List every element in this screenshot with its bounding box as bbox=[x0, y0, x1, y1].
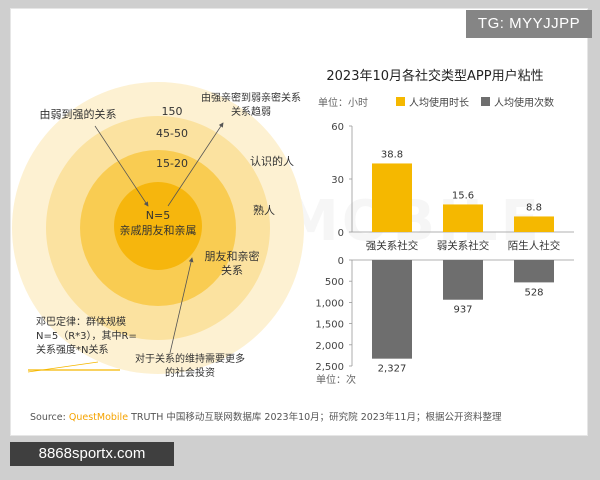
bottom-tick-label: 1,500 bbox=[315, 320, 344, 331]
duration-bar bbox=[514, 216, 554, 232]
duration-value-label: 38.8 bbox=[381, 149, 403, 160]
legend-label-duration: 人均使用时长 bbox=[409, 96, 469, 109]
duration-bar bbox=[443, 204, 483, 232]
legend-swatch-frequency bbox=[481, 97, 490, 106]
bottom-tick-label: 2,500 bbox=[315, 362, 344, 373]
arrow-dunbar bbox=[27, 361, 99, 373]
tg-watermark: TG: MYYJJPP bbox=[466, 10, 592, 38]
category-labels: 强关系社交 弱关系社交 陌生人社交 bbox=[366, 239, 561, 252]
chart-title: 2023年10月各社交类型APP用户粘性 bbox=[326, 68, 543, 84]
top-tick-label: 0 bbox=[338, 228, 344, 239]
bottom-tick-label: 2,000 bbox=[315, 341, 344, 352]
bottom-tick-label: 1,000 bbox=[315, 298, 344, 309]
frequency-value-label: 528 bbox=[524, 287, 543, 298]
duration-bar bbox=[372, 163, 412, 232]
source-rest: TRUTH 中国移动互联网数据库 2023年10月；研究院 2023年11月；根… bbox=[128, 411, 502, 423]
dunbar-law-3: 关系强度*N关系 bbox=[36, 343, 108, 356]
investment-label-2: 的社会投资 bbox=[165, 366, 215, 379]
strong-to-weak-label: 由弱到强的关系 bbox=[40, 107, 117, 121]
acquaintances-label: 认识的人 bbox=[250, 154, 294, 168]
dunbar-law-1: 邓巴定律：群体规模 bbox=[36, 315, 126, 328]
bottom-tick-label: 0 bbox=[338, 256, 344, 267]
duration-value-label: 8.8 bbox=[526, 202, 542, 213]
ring-15-20-label: 15-20 bbox=[156, 157, 188, 170]
site-watermark: 8868sportx.com bbox=[10, 442, 174, 466]
arrow-investment bbox=[169, 257, 194, 354]
source-prefix: Source: bbox=[30, 412, 69, 423]
weak-to-strong-label-2: 关系趋弱 bbox=[231, 105, 271, 118]
frequency-value-label: 2,327 bbox=[378, 364, 407, 375]
ring-150-label: 150 bbox=[162, 105, 183, 118]
top-tick-label: 60 bbox=[331, 122, 344, 133]
frequency-bar bbox=[443, 260, 483, 300]
concentric-circles bbox=[12, 82, 304, 374]
legend: 人均使用时长 人均使用次数 bbox=[396, 96, 554, 109]
weak-to-strong-label-1: 由强亲密到弱亲密关系 bbox=[201, 91, 301, 104]
bottom-bars: 2,327 937 528 bbox=[372, 260, 554, 375]
bottom-tick-label: 500 bbox=[325, 277, 344, 288]
frequency-bar bbox=[514, 260, 554, 283]
category-label: 弱关系社交 bbox=[437, 239, 490, 252]
inner-group-label: 亲戚朋友和亲属 bbox=[120, 223, 197, 237]
top-tick-label: 30 bbox=[331, 175, 344, 186]
inner-n-label: N=5 bbox=[146, 209, 170, 222]
category-label: 陌生人社交 bbox=[508, 239, 561, 252]
source-brand: QuestMobile bbox=[69, 412, 128, 423]
unit-bottom: 单位：次 bbox=[316, 373, 356, 386]
dunbar-law-2: N=5（R*3），其中R= bbox=[36, 329, 137, 342]
close-friends-label-1: 朋友和亲密 bbox=[205, 249, 260, 263]
source-line: Source: QuestMobile TRUTH 中国移动互联网数据库 202… bbox=[30, 411, 502, 423]
legend-swatch-duration bbox=[396, 97, 405, 106]
arrow-strong-to-weak bbox=[94, 125, 149, 207]
inner-circle bbox=[114, 182, 202, 270]
investment-label-1: 对于关系的维持需要更多 bbox=[135, 352, 245, 365]
frequency-bar bbox=[372, 260, 412, 359]
unit-top: 单位：小时 bbox=[318, 96, 368, 109]
arrow-weak-to-strong bbox=[167, 122, 224, 207]
familiar-label: 熟人 bbox=[253, 203, 275, 217]
ring-45-50-label: 45-50 bbox=[156, 127, 188, 140]
top-bars: 38.8 15.6 8.8 bbox=[372, 149, 554, 232]
close-friends-label-2: 关系 bbox=[221, 263, 243, 277]
frequency-value-label: 937 bbox=[453, 305, 472, 316]
duration-value-label: 15.6 bbox=[452, 190, 474, 201]
legend-label-frequency: 人均使用次数 bbox=[494, 96, 554, 109]
category-label: 强关系社交 bbox=[366, 239, 419, 252]
